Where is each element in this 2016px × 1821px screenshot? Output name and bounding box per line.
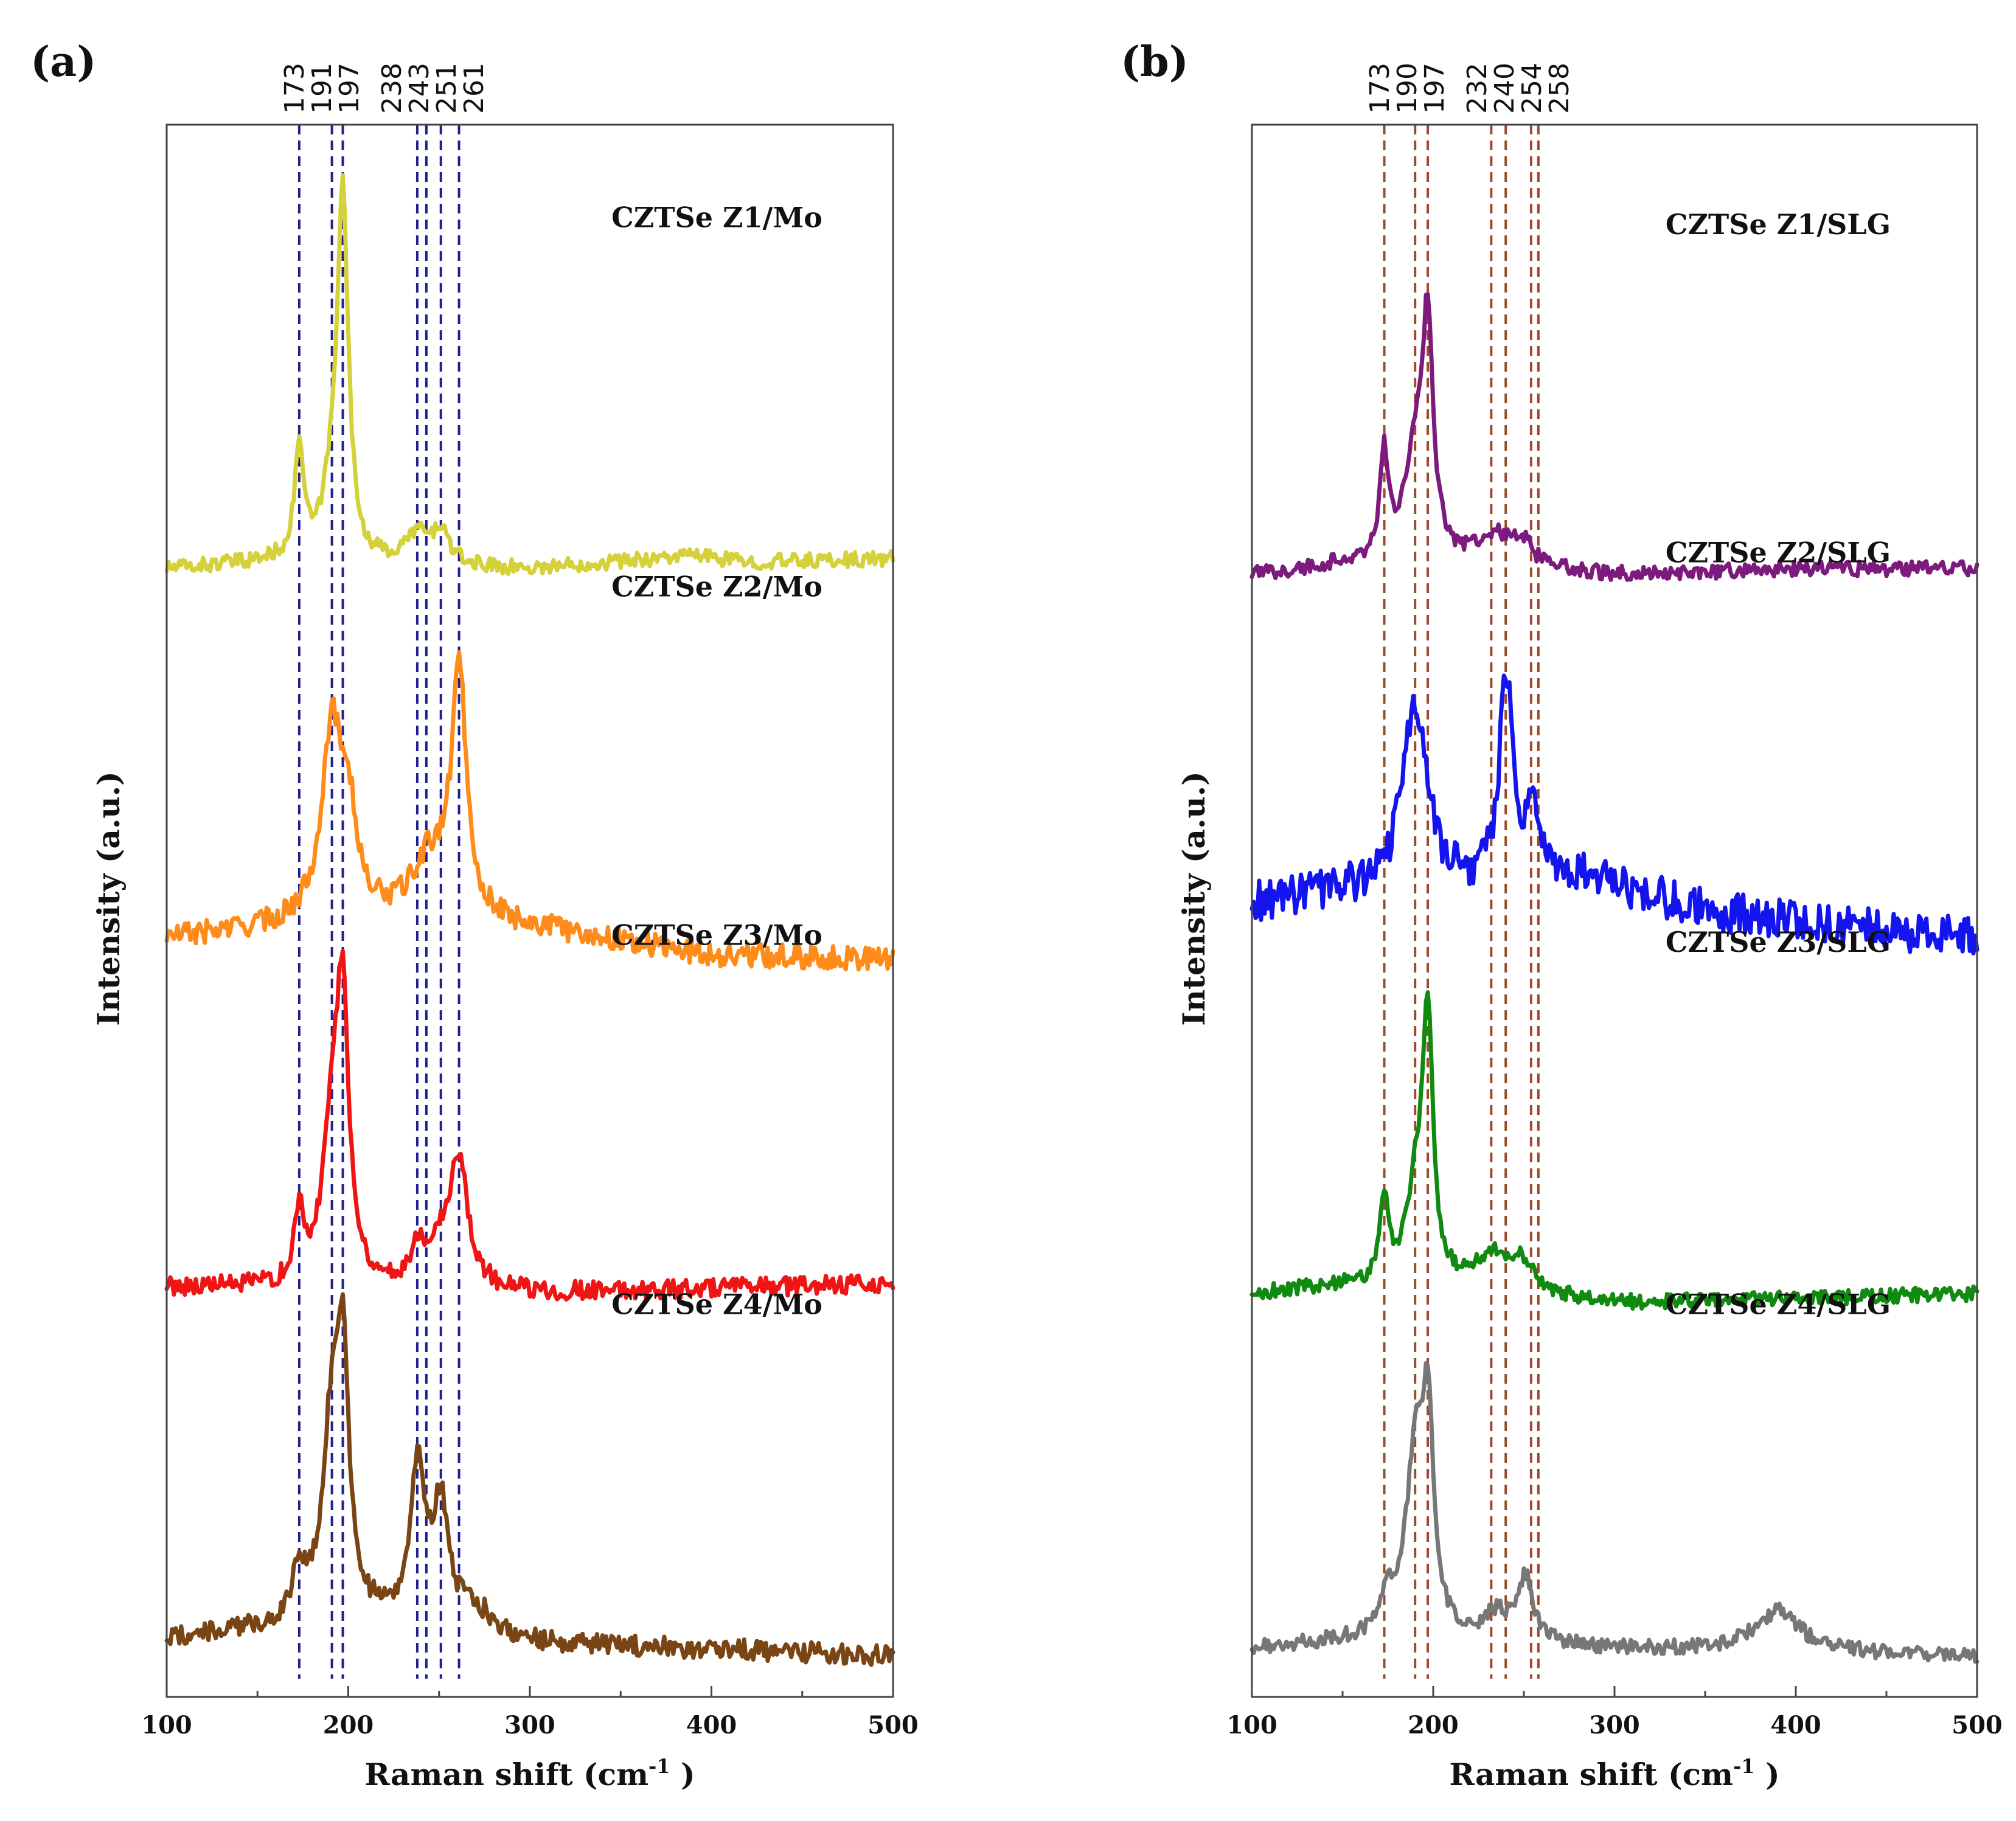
peak-label: 173 — [279, 63, 310, 114]
peak-label: 254 — [1517, 63, 1548, 114]
panel-label: (b) — [1121, 38, 1189, 86]
peak-label: 191 — [307, 63, 338, 114]
spectrum-line — [1250, 292, 1980, 582]
x-tick-label: 500 — [1952, 1711, 2003, 1739]
x-tick-label: 400 — [686, 1711, 737, 1739]
peak-label: 261 — [459, 63, 490, 114]
peak-label: 197 — [1419, 63, 1450, 114]
spectrum-line — [1250, 990, 1980, 1311]
peak-label: 240 — [1489, 63, 1520, 114]
x-axis-title: Raman shift (cm-1 ) — [1449, 1755, 1779, 1792]
series-label: CZTSe Z3/Mo — [611, 919, 822, 952]
x-axis-title: Raman shift (cm-1 ) — [364, 1755, 695, 1792]
series-label: CZTSe Z4/SLG — [1666, 1288, 1891, 1321]
peak-label: 238 — [377, 63, 408, 114]
peak-label: 243 — [404, 63, 435, 114]
x-tick-label: 100 — [141, 1711, 192, 1739]
x-tick-label: 300 — [1589, 1711, 1640, 1739]
x-tick-label: 100 — [1226, 1711, 1277, 1739]
panel-label: (a) — [30, 38, 96, 86]
spectrum-line — [1250, 673, 1980, 956]
x-tick-label: 200 — [1408, 1711, 1459, 1739]
series-label: CZTSe Z1/Mo — [611, 201, 822, 234]
spectrum-line — [164, 1292, 895, 1667]
series-label: CZTSe Z3/SLG — [1666, 926, 1891, 959]
y-axis-title: Intensity (a.u.) — [1176, 771, 1212, 1026]
spectrum-line — [164, 173, 895, 576]
y-axis-title: Intensity (a.u.) — [91, 771, 127, 1026]
spectrum-line — [164, 650, 895, 972]
spectrum-line — [164, 949, 895, 1302]
peak-label: 173 — [1364, 63, 1396, 114]
x-tick-label: 300 — [504, 1711, 555, 1739]
peak-label: 197 — [334, 63, 365, 114]
x-tick-label: 200 — [323, 1711, 374, 1739]
peak-label: 190 — [1392, 63, 1423, 114]
series-label: CZTSe Z4/Mo — [611, 1288, 822, 1321]
x-tick-label: 500 — [867, 1711, 919, 1739]
peak-label: 232 — [1462, 63, 1493, 114]
series-label: CZTSe Z2/Mo — [611, 571, 822, 603]
series-label: CZTSe Z2/SLG — [1666, 536, 1891, 569]
peak-label: 258 — [1544, 63, 1575, 114]
series-label: CZTSe Z1/SLG — [1666, 208, 1891, 241]
x-tick-label: 400 — [1770, 1711, 1821, 1739]
spectrum-line — [1250, 1361, 1980, 1664]
peak-label: 251 — [431, 63, 462, 114]
